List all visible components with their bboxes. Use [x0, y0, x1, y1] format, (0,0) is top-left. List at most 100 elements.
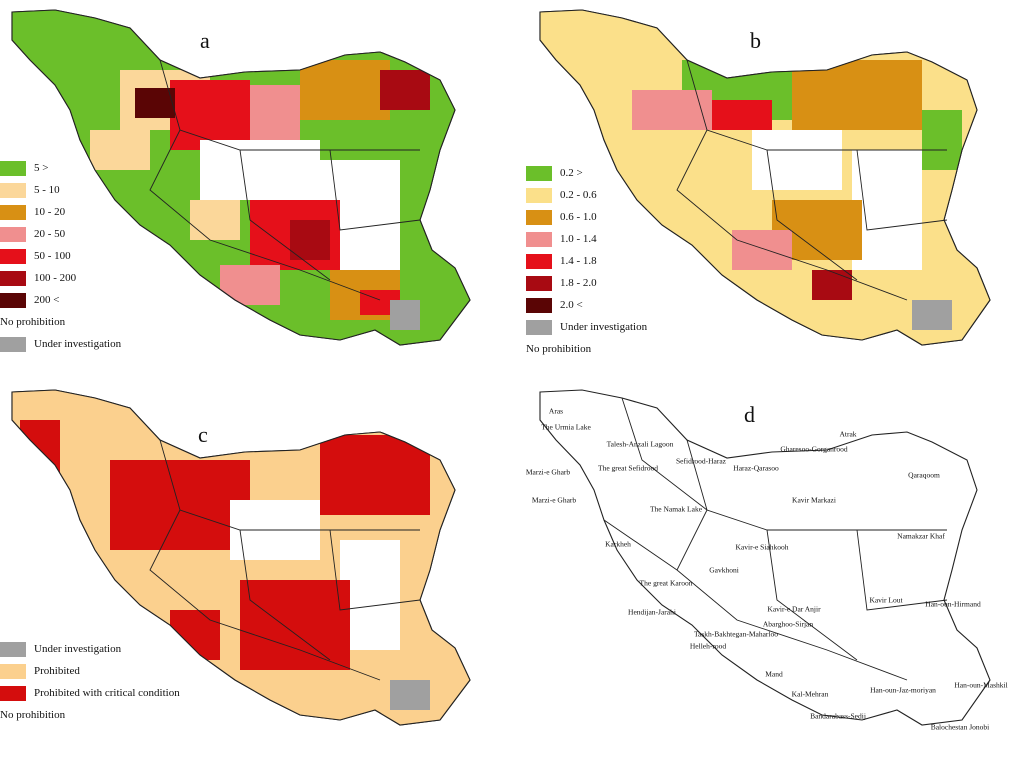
- legend-swatch: [526, 165, 552, 181]
- panel-label-a: a: [200, 28, 210, 53]
- legend-item: Prohibited: [0, 660, 180, 682]
- basin-label: Talesh-Anzali Lagoon: [606, 439, 674, 449]
- basin-label: Marzi-e Gharb: [531, 495, 577, 505]
- legend-item: Under investigation: [526, 316, 647, 338]
- panel-a: a 5 > 5 - 10 10 - 20 20 - 50 50 - 100 10…: [0, 0, 512, 380]
- basin-label: The Namak Lake: [649, 504, 703, 514]
- basin-label: Qaraqoom: [908, 470, 940, 480]
- legend-item: 1.8 - 2.0: [526, 272, 647, 294]
- legend-item: Under investigation: [0, 333, 121, 355]
- legend-item: 100 - 200: [0, 267, 121, 289]
- legend-label: Under investigation: [34, 338, 122, 350]
- legend-swatch: [526, 209, 552, 225]
- legend-label: Prohibited: [34, 665, 80, 677]
- legend-item: 0.2 >: [526, 162, 647, 184]
- legend-item: No prohibition: [0, 311, 121, 333]
- legend-label: 5 >: [34, 162, 49, 174]
- legend-swatch: [0, 292, 26, 308]
- legend-swatch: [0, 685, 26, 701]
- panel-label-b: b: [750, 28, 761, 53]
- legend-item: 20 - 50: [0, 223, 121, 245]
- panel-c: c Under investigation Prohibited Prohibi…: [0, 380, 512, 760]
- basin-label: Helleh-rood: [689, 641, 727, 651]
- legend-swatch: [0, 641, 26, 657]
- basin-label: Gavkhoni: [709, 565, 739, 575]
- legend-label: No prohibition: [0, 316, 66, 328]
- legend-label: No prohibition: [526, 343, 592, 355]
- legend-item: No prohibition: [0, 704, 180, 726]
- legend-label: 5 - 10: [34, 184, 60, 196]
- panel-b: b 0.2 > 0.2 - 0.6 0.6 - 1.0 1.0 - 1.4 1.…: [512, 0, 1024, 380]
- legend-label: No prohibition: [0, 709, 66, 721]
- basin-label: Sefidrood-Haraz: [676, 456, 726, 466]
- map-b: [539, 9, 991, 346]
- legend-swatch: [0, 270, 26, 286]
- map-d: [539, 389, 991, 726]
- legend-label: Prohibited with critical condition: [34, 687, 180, 699]
- basin-label: The great Sefidrood: [598, 463, 658, 473]
- basin-label: The great Karoon: [639, 578, 693, 588]
- legend-swatch: [0, 663, 26, 679]
- legend-item: 5 >: [0, 157, 121, 179]
- legend-item: 10 - 20: [0, 201, 121, 223]
- basin-label: Namakzar Khaf: [897, 531, 945, 541]
- map-a: [11, 9, 471, 346]
- legend-item: 0.2 - 0.6: [526, 184, 647, 206]
- legend-item: Prohibited with critical condition: [0, 682, 180, 704]
- legend-label: 200 <: [34, 294, 60, 306]
- legend-label: Under investigation: [560, 321, 648, 333]
- legend-swatch: [0, 336, 26, 352]
- legend-c: Under investigation Prohibited Prohibite…: [0, 638, 180, 726]
- basin-label: Hendijan-Jarahi: [628, 607, 676, 617]
- basin-label: Han-oun-Hirmand: [925, 599, 981, 609]
- map-c: [11, 389, 471, 726]
- basin-label: The Urmia Lake: [541, 422, 591, 432]
- basin-label: Balochestan Jonobi: [930, 722, 990, 732]
- legend-label: 1.4 - 1.8: [560, 255, 597, 267]
- legend-swatch: [0, 204, 26, 220]
- legend-label: 1.0 - 1.4: [560, 233, 597, 245]
- legend-swatch: [0, 182, 26, 198]
- basin-label: Kavir-e Dar Anjir: [767, 604, 821, 614]
- basin-label: Atrak: [839, 429, 857, 439]
- basin-label: Kavir Lout: [869, 595, 903, 605]
- legend-swatch: [526, 319, 552, 335]
- legend-swatch: [526, 231, 552, 247]
- legend-label: 0.2 - 0.6: [560, 189, 597, 201]
- basin-label: Kavir Markazi: [792, 495, 836, 505]
- legend-swatch: [526, 275, 552, 291]
- basin-label: Han-oun-Jaz-moriyan: [870, 685, 936, 695]
- legend-item: 2.0 <: [526, 294, 647, 316]
- legend-item: Under investigation: [0, 638, 180, 660]
- legend-swatch: [526, 297, 552, 313]
- legend-item: 1.4 - 1.8: [526, 250, 647, 272]
- legend-label: Under investigation: [34, 643, 122, 655]
- basin-label: Kal-Mehran: [791, 689, 829, 699]
- basin-label: Mand: [765, 669, 783, 679]
- legend-item: 0.6 - 1.0: [526, 206, 647, 228]
- panel-label-c: c: [198, 422, 208, 447]
- legend-swatch: [0, 226, 26, 242]
- legend-label: 2.0 <: [560, 299, 583, 311]
- legend-item: 5 - 10: [0, 179, 121, 201]
- legend-item: 50 - 100: [0, 245, 121, 267]
- legend-label: 0.2 >: [560, 167, 583, 179]
- basin-label: Marzi-e Gharb: [525, 467, 571, 477]
- legend-item: 200 <: [0, 289, 121, 311]
- legend-item: No prohibition: [526, 338, 647, 360]
- basin-label: Bandarabass-Sedij: [810, 711, 866, 721]
- legend-label: 10 - 20: [34, 206, 66, 218]
- basin-label: Gharesoo-Gorganrood: [780, 444, 848, 454]
- legend-label: 100 - 200: [34, 272, 77, 284]
- panel-label-d: d: [744, 402, 755, 427]
- legend-item: 1.0 - 1.4: [526, 228, 647, 250]
- legend-swatch: [0, 160, 26, 176]
- basin-label: Kavir-e Siahkooh: [735, 542, 789, 552]
- basin-label: Haraz-Qarasoo: [733, 463, 779, 473]
- legend-b: 0.2 > 0.2 - 0.6 0.6 - 1.0 1.0 - 1.4 1.4 …: [526, 162, 647, 360]
- legend-swatch: [526, 253, 552, 269]
- basin-label: Abarghoo-Sirjan: [762, 619, 814, 629]
- legend-label: 0.6 - 1.0: [560, 211, 597, 223]
- legend-swatch: [526, 187, 552, 203]
- legend-swatch: [0, 248, 26, 264]
